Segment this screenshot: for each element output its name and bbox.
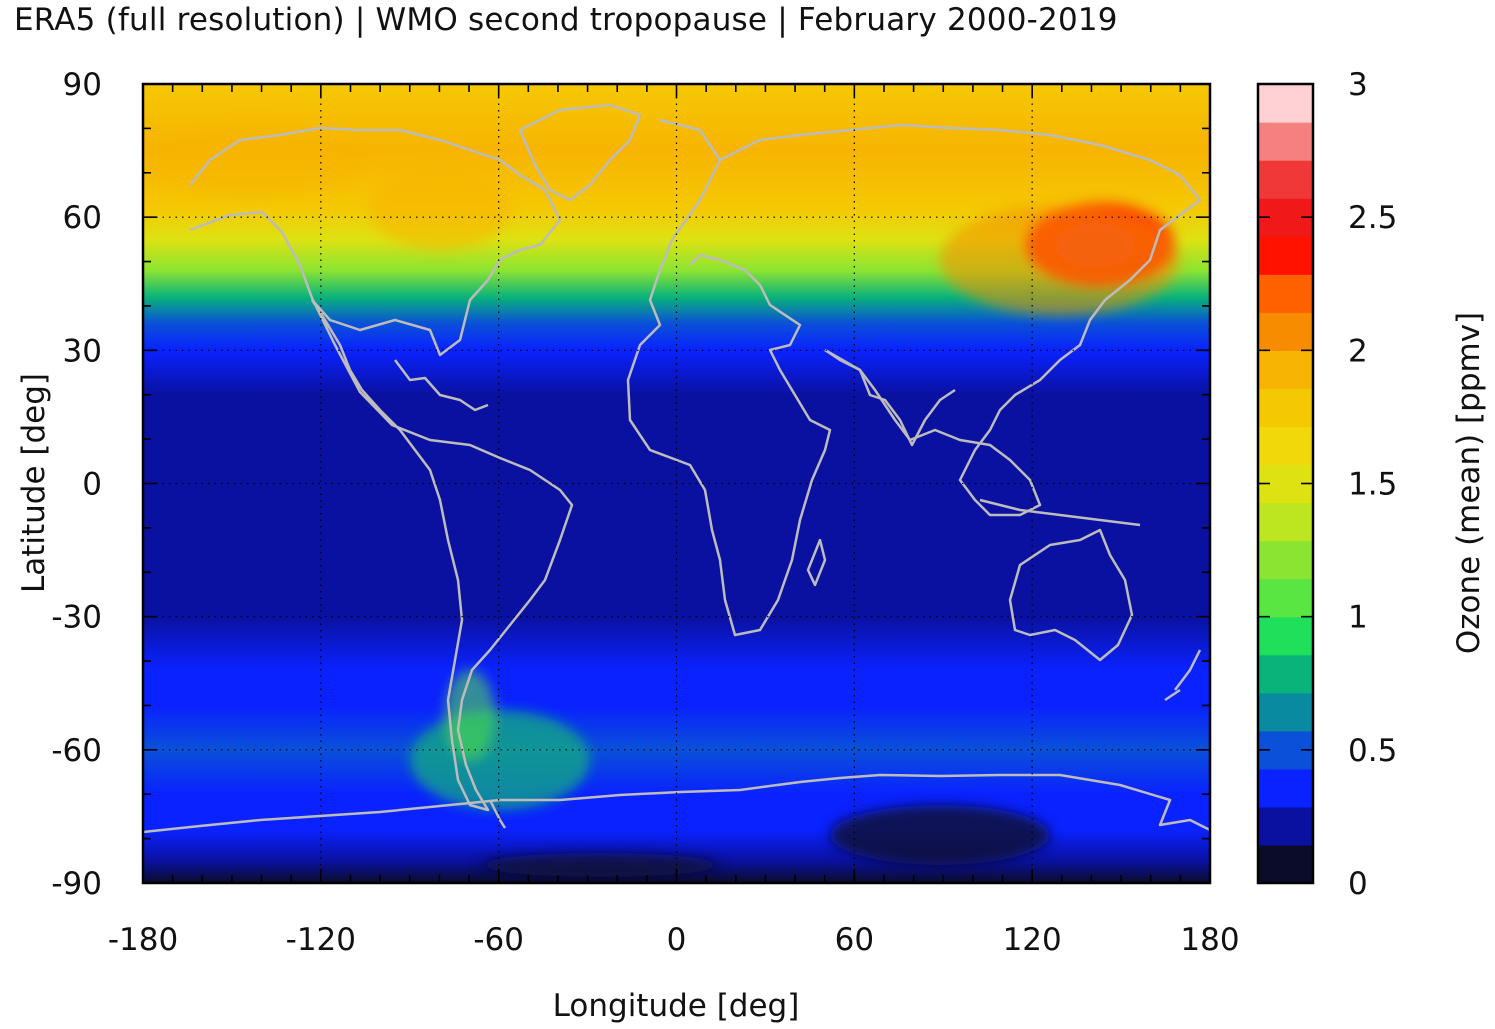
coastline-australia	[1008, 528, 1134, 662]
colorbar-band	[1258, 426, 1313, 466]
colorbar-band	[1258, 806, 1313, 846]
colorbar-tick-label: 2	[1348, 333, 1368, 369]
y-tick-label: -60	[51, 733, 102, 769]
colorbar-band	[1258, 844, 1313, 884]
x-axis-label: Longitude [deg]	[553, 988, 800, 1024]
colorbar-tick-label: 1.5	[1348, 467, 1397, 503]
coastline-arabia-india	[824, 348, 956, 447]
x-tick-label: -120	[286, 922, 356, 958]
grid	[143, 84, 1210, 883]
colorbar-band	[1258, 160, 1313, 199]
x-tick-label: 120	[1003, 922, 1062, 958]
colorbar-band	[1258, 616, 1313, 656]
colorbar-band	[1258, 236, 1313, 275]
colorbar-tick-label: 2.5	[1348, 200, 1397, 236]
colorbar-label: Ozone (mean) [ppmv]	[1451, 312, 1487, 654]
colorbar-band	[1258, 274, 1313, 313]
colorbar-band	[1258, 122, 1313, 161]
y-tick-label: -90	[51, 866, 102, 902]
coastline-new-zealand	[1164, 649, 1202, 702]
colorbar-band	[1258, 768, 1313, 808]
colorbar-band	[1258, 654, 1313, 694]
colorbar-band	[1258, 312, 1313, 351]
colorbar-band	[1258, 502, 1313, 542]
y-axis-label: Latitude [deg]	[16, 373, 52, 593]
coastline-north-america-east	[189, 126, 562, 357]
colorbar-band	[1258, 388, 1313, 428]
x-tick-label: -60	[473, 922, 524, 958]
coastline-eurasia	[719, 123, 1202, 517]
antarctic-minimum	[830, 805, 1050, 865]
coastline-americas	[189, 210, 574, 812]
coastline-europe-africa	[626, 118, 832, 637]
chart-title: ERA5 (full resolution) | WMO second trop…	[14, 2, 1118, 38]
x-tick-label: 60	[835, 922, 874, 958]
patagonia-green	[445, 670, 495, 760]
x-tick-label: -180	[108, 922, 178, 958]
colorbar-band	[1258, 540, 1313, 580]
y-tick-label: 90	[63, 67, 102, 103]
x-tick-label: 0	[667, 922, 687, 958]
coastline-antarctic-peninsula	[488, 799, 507, 829]
y-tick-label: 60	[63, 200, 102, 236]
colorbar-band	[1258, 84, 1313, 123]
colorbar-tick-label: 0.5	[1348, 733, 1397, 769]
y-tick-label: 30	[63, 333, 102, 369]
alaska-high	[143, 125, 360, 195]
coastlines	[143, 103, 1210, 834]
coastline-antarctica	[143, 773, 1210, 834]
plot-frame	[141, 82, 1212, 885]
colorbar-band	[1258, 692, 1313, 732]
colorbar-tick-label: 0	[1348, 866, 1368, 902]
y-tick-label: -30	[51, 600, 102, 636]
coastline-caribbean	[394, 359, 489, 412]
coastline-indonesia	[979, 498, 1141, 527]
y-tick-labels: -90 -60 -30 0 30 60 90	[51, 67, 102, 902]
colorbar-band	[1258, 578, 1313, 618]
x-tick-label: 180	[1180, 922, 1239, 958]
canada-high	[370, 170, 510, 250]
colorbar-band	[1258, 350, 1313, 389]
south-america-tongue	[410, 710, 590, 810]
colorbar-tick-label: 1	[1348, 600, 1368, 636]
antarctic-minimum-2	[480, 853, 720, 877]
coastline-greenland	[518, 103, 642, 202]
y-tick-label: 0	[82, 467, 102, 503]
ne-asia-halo	[940, 205, 1180, 315]
colorbar-tick-labels: 0 0.5 1 1.5 2 2.5 3	[1258, 67, 1397, 902]
coastline-madagascar	[806, 538, 827, 587]
colorbar-tick-label: 3	[1348, 67, 1368, 103]
x-tick-labels: -180 -120 -60 0 60 120 180	[108, 922, 1240, 958]
